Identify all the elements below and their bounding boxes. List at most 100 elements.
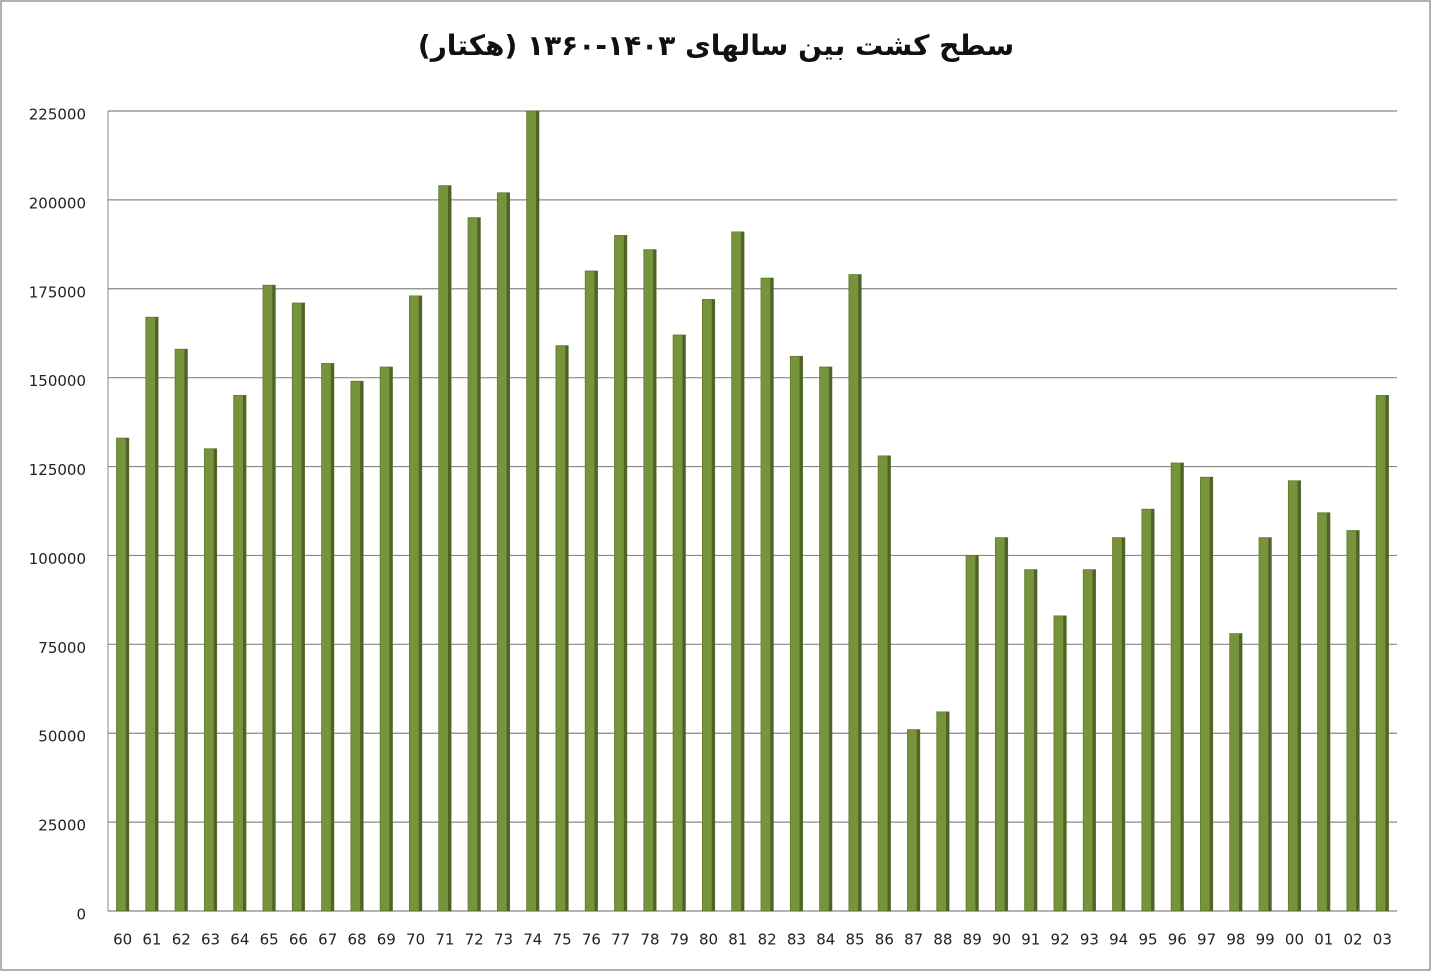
x-tick-label: 99: [1256, 931, 1275, 949]
x-tick-label: 96: [1168, 931, 1187, 949]
x-tick-label: 67: [318, 931, 337, 949]
bar-side: [535, 111, 539, 911]
x-tick-label: 97: [1197, 931, 1216, 949]
bar-side: [770, 278, 774, 912]
bar-side: [682, 335, 686, 911]
x-tick-label: 66: [289, 931, 308, 949]
bar-side: [1180, 463, 1184, 911]
y-tick-label: 225000: [29, 106, 86, 124]
x-tick-label: 90: [992, 931, 1011, 949]
bar-side: [799, 356, 803, 911]
bar-side: [975, 555, 979, 911]
x-tick-label: 00: [1285, 931, 1304, 949]
bar-side: [1151, 509, 1155, 911]
x-tick-label: 65: [260, 931, 279, 949]
x-tick-label: 76: [582, 931, 601, 949]
x-tick-label: 86: [875, 931, 894, 949]
bar-side: [418, 295, 422, 911]
bar-side: [242, 395, 246, 911]
bar-side: [711, 299, 715, 911]
bar-side: [887, 455, 891, 911]
x-tick-label: 83: [787, 931, 806, 949]
y-tick-label: 125000: [29, 461, 86, 479]
bar-side: [1385, 395, 1389, 911]
x-tick-label: 01: [1314, 931, 1333, 949]
y-tick-label: 175000: [29, 283, 86, 301]
bar-side: [1092, 569, 1096, 911]
bar-side: [360, 381, 364, 911]
x-tick-label: 98: [1226, 931, 1245, 949]
bar-side: [184, 349, 188, 911]
x-tick-label: 73: [494, 931, 513, 949]
x-tick-label: 64: [230, 931, 249, 949]
bar-side: [1121, 537, 1125, 911]
bar-side: [916, 729, 920, 911]
x-tick-label: 75: [553, 931, 572, 949]
x-tick-label: 84: [816, 931, 835, 949]
x-tick-label: 78: [640, 931, 659, 949]
y-tick-label: 200000: [29, 194, 86, 212]
bar-side: [125, 438, 129, 911]
bar-side: [155, 317, 159, 911]
x-tick-label: 87: [904, 931, 923, 949]
x-tick-label: 81: [728, 931, 747, 949]
x-tick-label: 91: [1021, 931, 1040, 949]
x-tick-label: 85: [845, 931, 864, 949]
bar-side: [213, 448, 217, 911]
bar-side: [389, 367, 393, 911]
bar-side: [448, 185, 452, 911]
bar-side: [1326, 512, 1330, 911]
x-tick-label: 61: [142, 931, 161, 949]
x-tick-label: 03: [1373, 931, 1392, 949]
x-tick-label: 68: [347, 931, 366, 949]
bar-side: [1209, 477, 1213, 911]
bar-side: [272, 285, 276, 911]
y-tick-label: 100000: [29, 550, 86, 568]
bar-side: [623, 235, 627, 911]
x-tick-label: 88: [933, 931, 952, 949]
bar-side: [1297, 480, 1301, 911]
x-tick-label: 02: [1344, 931, 1363, 949]
x-tick-label: 72: [465, 931, 484, 949]
x-tick-label: 74: [523, 931, 542, 949]
bar-side: [1356, 530, 1360, 911]
bar-side: [565, 345, 569, 912]
bar-side: [946, 711, 950, 911]
bar-side: [1033, 569, 1037, 911]
bar-side: [1268, 537, 1272, 911]
x-tick-label: 79: [670, 931, 689, 949]
x-tick-label: 62: [172, 931, 191, 949]
x-tick-label: 95: [1138, 931, 1157, 949]
y-tick-label: 150000: [29, 372, 86, 390]
bar-side: [594, 271, 598, 911]
bar-side: [301, 303, 305, 911]
bar-side: [330, 363, 334, 911]
x-tick-label: 70: [406, 931, 425, 949]
y-tick-label: 0: [76, 906, 86, 924]
x-tick-label: 82: [758, 931, 777, 949]
y-tick-label: 50000: [38, 728, 86, 746]
y-tick-label: 25000: [38, 817, 86, 835]
x-tick-label: 77: [611, 931, 630, 949]
x-tick-label: 60: [113, 931, 132, 949]
bar-side: [506, 192, 510, 911]
x-tick-label: 69: [377, 931, 396, 949]
y-tick-label: 75000: [38, 639, 86, 657]
x-tick-label: 89: [963, 931, 982, 949]
x-tick-label: 92: [1051, 931, 1070, 949]
x-tick-label: 71: [435, 931, 454, 949]
x-tick-label: 63: [201, 931, 220, 949]
bar-side: [1239, 633, 1243, 911]
bar-side: [741, 231, 745, 911]
bar-side: [653, 249, 657, 911]
chart-title: سطح کشت بین سالهای ۱۴۰۳-۱۳۶۰ (هکتار): [418, 29, 1014, 62]
bar-side: [477, 217, 481, 911]
x-tick-label: 94: [1109, 931, 1128, 949]
x-tick-label: 80: [699, 931, 718, 949]
bar-side: [1004, 537, 1008, 911]
bar-side: [1063, 615, 1067, 911]
bar-side: [858, 274, 862, 911]
x-tick-label: 93: [1080, 931, 1099, 949]
bar-side: [828, 367, 832, 911]
